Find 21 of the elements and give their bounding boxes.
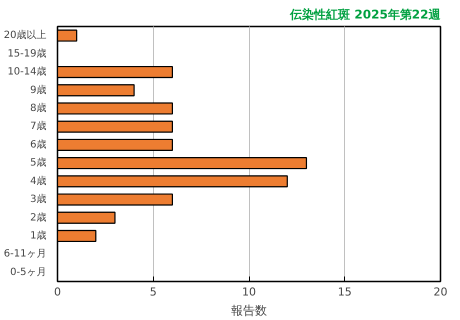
y-tick-label: 2歳 xyxy=(30,211,47,224)
y-tick-label: 6-11ヶ月 xyxy=(4,248,47,260)
y-tick-label: 6歳 xyxy=(30,138,47,150)
chart-title: 伝染性紅斑 2025年第22週 xyxy=(289,8,442,22)
x-tick-label: 5 xyxy=(150,286,157,298)
y-tick-label: 8歳 xyxy=(30,102,47,114)
y-tick-label: 4歳 xyxy=(30,174,47,187)
y-tick-label: 15-19歳 xyxy=(7,47,47,60)
x-tick-label: 10 xyxy=(242,286,256,298)
y-tick-label: 5歳 xyxy=(30,156,47,169)
y-tick-label: 1歳 xyxy=(30,229,47,242)
y-tick-label: 10-14歳 xyxy=(7,66,47,78)
x-axis-title: 報告数 xyxy=(231,304,267,318)
y-tick-label: 7歳 xyxy=(30,120,47,132)
y-tick-label: 0-5ヶ月 xyxy=(10,266,47,278)
x-tick-label: 0 xyxy=(54,286,61,298)
x-tick-label: 15 xyxy=(338,286,352,298)
y-tick-label: 3歳 xyxy=(30,193,47,206)
y-tick-label: 9歳 xyxy=(30,84,47,96)
x-tick-label: 20 xyxy=(434,286,448,298)
y-tick-label: 20歳以上 xyxy=(4,29,47,42)
